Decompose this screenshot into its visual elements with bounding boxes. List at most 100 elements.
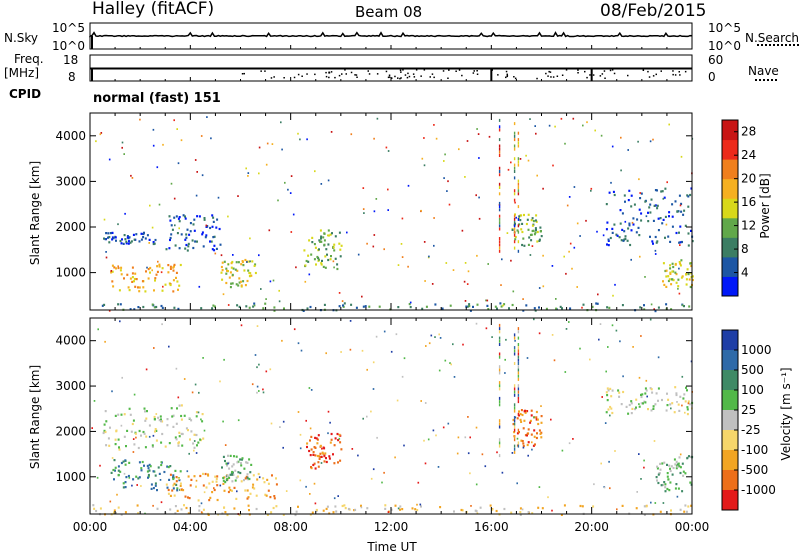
power-range-cell (668, 278, 671, 281)
velocity-range-cell (143, 407, 146, 410)
velocity-range-cell (315, 508, 318, 512)
power-noise-cell (278, 300, 281, 303)
nave-point (406, 76, 409, 79)
nave-point (577, 69, 579, 71)
power-range-cell (342, 304, 344, 307)
velocity-range-cell (154, 428, 157, 431)
velocity-range-cell (231, 489, 233, 492)
velocity-range-cell (670, 509, 672, 512)
velocity-noise-cell (540, 405, 542, 407)
velocity-range-cell (325, 507, 328, 510)
velocity-colorbar-segment (722, 450, 738, 471)
velocity-range-cell (530, 433, 533, 436)
velocity-range-cell (630, 402, 633, 405)
power-range-cell (521, 230, 524, 234)
nave-point (476, 73, 479, 75)
power-range-cell (334, 235, 337, 238)
power-range-cell (595, 302, 598, 305)
power-range-cell (110, 271, 113, 274)
velocity-ytick-label: 3000 (55, 379, 86, 393)
velocity-range-cell (122, 482, 125, 485)
velocity-range-cell (155, 429, 158, 432)
power-range-cell (244, 284, 247, 287)
velocity-range-cell (190, 430, 193, 433)
power-range-cell (611, 231, 614, 234)
power-range-cell (240, 284, 243, 287)
nave-dotted-key (755, 79, 777, 81)
power-noise-cell (258, 172, 260, 175)
velocity-range-cell (677, 462, 680, 465)
power-range-cell (173, 265, 175, 268)
power-range-cell (689, 193, 692, 197)
velocity-streak-cell (517, 343, 520, 346)
velocity-noise-cell (444, 359, 447, 362)
power-noise-cell (548, 124, 551, 127)
power-noise-cell (569, 242, 572, 245)
power-range-cell (248, 275, 251, 278)
velocity-noise-cell (195, 479, 198, 482)
power-range-cell (320, 240, 323, 243)
power-range-cell (656, 240, 659, 243)
power-range-cell (648, 206, 651, 209)
velocity-range-cell (229, 454, 232, 457)
power-range-cell (214, 305, 216, 308)
power-range-cell (630, 205, 633, 208)
velocity-range-cell (310, 435, 313, 438)
velocity-range-cell (137, 446, 140, 450)
power-range-cell (108, 241, 111, 244)
velocity-range-cell (685, 386, 687, 389)
power-range-cell (664, 215, 667, 218)
power-range-cell (687, 232, 690, 235)
velocity-range-cell (666, 392, 668, 395)
nave-point (586, 76, 588, 79)
power-range-cell (238, 277, 241, 280)
power-noise-cell (332, 260, 335, 263)
velocity-range-cell (684, 400, 687, 403)
velocity-range-cell (439, 506, 442, 509)
velocity-range-cell (193, 446, 196, 449)
velocity-range-cell (652, 405, 655, 408)
velocity-noise-cell (203, 429, 206, 432)
power-range-cell (184, 247, 187, 250)
power-range-cell (338, 305, 341, 308)
power-noise-cell (602, 234, 605, 237)
power-range-cell (654, 310, 657, 313)
power-range-cell (521, 222, 524, 225)
power-range-cell (109, 232, 112, 235)
power-range-cell (327, 243, 330, 246)
velocity-range-cell (337, 439, 340, 442)
velocity-range-cell (411, 507, 414, 510)
power-range-cell (690, 272, 693, 275)
nave-point (513, 76, 515, 78)
velocity-range-cell (519, 513, 522, 516)
power-streak-cell (513, 131, 516, 135)
power-streak-cell (513, 198, 516, 202)
velocity-range-cell (147, 473, 150, 477)
power-range-cell (350, 303, 353, 306)
velocity-range-cell (526, 410, 529, 413)
power-range-cell (169, 265, 172, 268)
power-range-cell (187, 242, 190, 245)
velocity-range-cell (147, 467, 150, 470)
velocity-range-cell (232, 473, 235, 476)
velocity-range-cell (635, 507, 638, 510)
power-noise-cell (383, 248, 385, 251)
velocity-range-cell (684, 472, 687, 475)
power-noise-cell (650, 303, 653, 306)
velocity-streak-cell (517, 393, 520, 397)
velocity-noise-cell (327, 410, 330, 413)
velocity-range-cell (176, 407, 178, 410)
power-range-cell (494, 305, 497, 308)
velocity-range-cell (344, 507, 347, 510)
power-range-cell (626, 239, 629, 242)
time-tick-label: 20:00 (574, 520, 609, 534)
velocity-range-cell (155, 439, 158, 442)
power-range-cell (167, 271, 170, 274)
velocity-range-cell (120, 513, 123, 516)
velocity-range-cell (178, 431, 181, 434)
velocity-range-cell (176, 509, 179, 512)
power-range-cell (178, 247, 181, 250)
velocity-noise-cell (97, 328, 99, 331)
velocity-streak-cell (517, 362, 520, 365)
nsearch-tick-bottom: 10^0 (708, 39, 741, 53)
